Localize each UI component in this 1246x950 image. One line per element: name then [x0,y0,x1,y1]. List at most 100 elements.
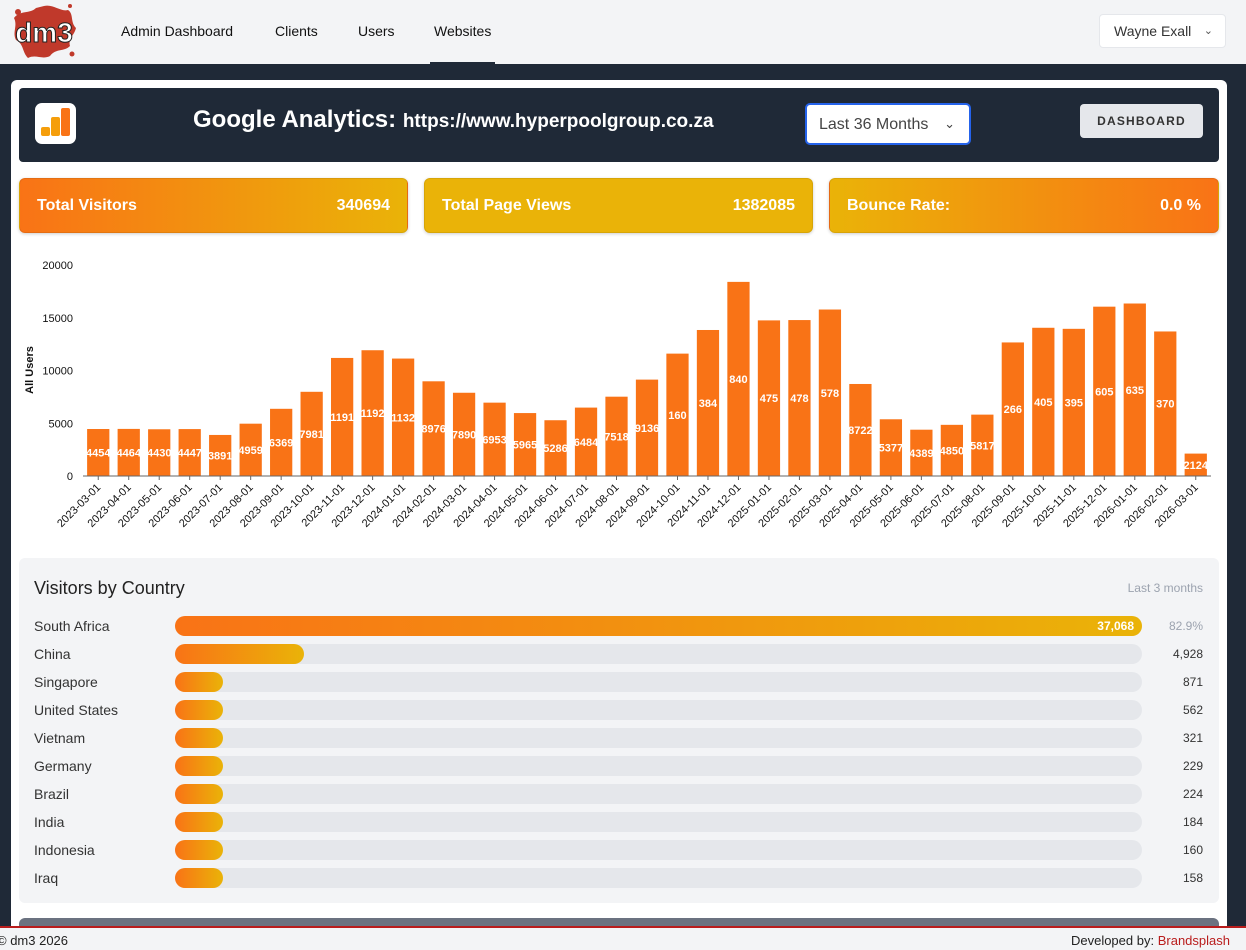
country-bar-track [175,728,1142,748]
bar [178,429,201,476]
country-name: Germany [34,758,92,774]
country-count: 321 [1182,731,1203,745]
bar-value-label: 8722 [848,425,872,437]
bar-value-label: 6953 [482,434,506,446]
brandsplash-link[interactable]: Brandsplash [1157,933,1230,948]
bar [1062,328,1085,476]
bar-value-label: 578 [821,388,839,400]
page-title: Google Analytics: https://www.hyperpoolg… [193,106,714,134]
bar [1093,306,1116,476]
bar-value-label: 6369 [269,437,293,449]
bar-value-label: 1192 [361,408,385,420]
bar-value-label: 4959 [238,445,262,457]
country-name: China [34,646,71,662]
bar-value-label: 5377 [879,443,903,455]
country-count: 184 [1182,815,1203,829]
nav-users[interactable]: Users [358,23,395,39]
country-name: Brazil [34,786,70,802]
bar-value-label: 8976 [421,424,445,436]
country-bar-fill [175,868,223,888]
country-name: Vietnam [34,730,86,746]
bar [300,391,323,476]
bar-value-label: 4454 [86,448,111,460]
user-name: Wayne Exall [1114,23,1192,39]
user-menu-dropdown[interactable]: Wayne Exall ⌄ [1099,14,1226,48]
bar [971,414,994,476]
country-count: 562 [1182,703,1203,717]
bar-value-label: 266 [1004,404,1022,416]
logo-text: dm3 [15,17,73,48]
y-tick-label: 15000 [42,313,73,325]
country-count: 160 [1182,843,1203,857]
bar-value-label: 3891 [208,450,232,462]
bar [757,320,781,476]
bar [87,429,110,476]
dm3-logo[interactable]: dm3 [10,2,78,62]
bar [117,428,140,476]
country-row: Indonesia 160 [19,839,1219,861]
country-name: South Africa [34,618,110,634]
bar [452,392,476,476]
bar [1184,453,1207,476]
bar-value-label: 395 [1065,397,1083,409]
chevron-down-icon: ⌄ [944,116,955,131]
bar [940,424,963,476]
bar-value-label: 5286 [543,443,567,455]
bar [1123,303,1146,476]
country-row: Brazil 224 [19,783,1219,805]
stat-value: 0.0 % [1160,197,1201,214]
country-row: United States 562 [19,699,1219,721]
bar-value-label: 6484 [574,437,599,449]
bar-value-label: 7890 [452,429,476,441]
stat-total-visitors: Total Visitors 340694 [19,178,408,233]
stat-value: 1382085 [732,197,795,214]
country-name: India [34,814,65,830]
bar-value-label: 4389 [909,448,933,460]
bar [635,379,659,476]
bar [209,434,232,476]
country-count: 158 [1182,871,1203,885]
bar [1032,327,1055,476]
stat-label: Bounce Rate: [847,197,951,214]
country-bar-track [175,672,1142,692]
y-tick-label: 5000 [49,418,73,430]
bar [849,383,872,476]
country-bar-track [175,868,1142,888]
bar-value-label: 5817 [970,440,994,452]
country-row: China 4,928 [19,643,1219,665]
period-select[interactable]: Last 36 Months ⌄ [805,103,971,145]
developer-credit: Developed by: Brandsplash [1071,933,1230,948]
stat-label: Total Visitors [37,197,137,214]
bar-value-label: 1132 [391,412,415,424]
stat-label: Total Page Views [442,197,572,214]
top-navbar: dm3 Admin Dashboard Clients Users Websit… [0,0,1246,64]
country-bar-fill [175,672,223,692]
nav-admin-dashboard[interactable]: Admin Dashboard [121,23,234,39]
bar-value-label: 5965 [513,440,537,452]
country-name: Iraq [34,870,59,886]
country-row: India 184 [19,811,1219,833]
bar [696,329,720,476]
nav-websites[interactable]: Websites [429,23,496,64]
dashboard-button[interactable]: DASHBOARD [1080,104,1203,138]
bar [818,309,842,476]
country-bar-fill [175,840,223,860]
bar-value-label: 4850 [940,445,964,457]
period-select-value: Last 36 Months [819,116,929,133]
country-name: Indonesia [34,842,95,858]
analytics-header-bar: Google Analytics: https://www.hyperpoolg… [19,88,1219,162]
bar [391,358,415,476]
country-row: Vietnam 321 [19,727,1219,749]
country-bar-fill [175,784,223,804]
stat-value: 340694 [336,197,390,214]
page-title-label: Google Analytics: [193,106,397,133]
copyright-text: © dm3 2026 [0,933,69,948]
bar-value-label: 475 [760,393,778,405]
stat-bounce-rate: Bounce Rate: 0.0 % [829,178,1219,233]
y-tick-label: 0 [67,471,73,483]
bar-value-label: 384 [699,398,718,410]
bar-value-label: 4447 [177,448,201,460]
nav-clients[interactable]: Clients [275,23,318,39]
country-bar-value: 37,068 [1097,619,1134,633]
bar [361,350,384,476]
